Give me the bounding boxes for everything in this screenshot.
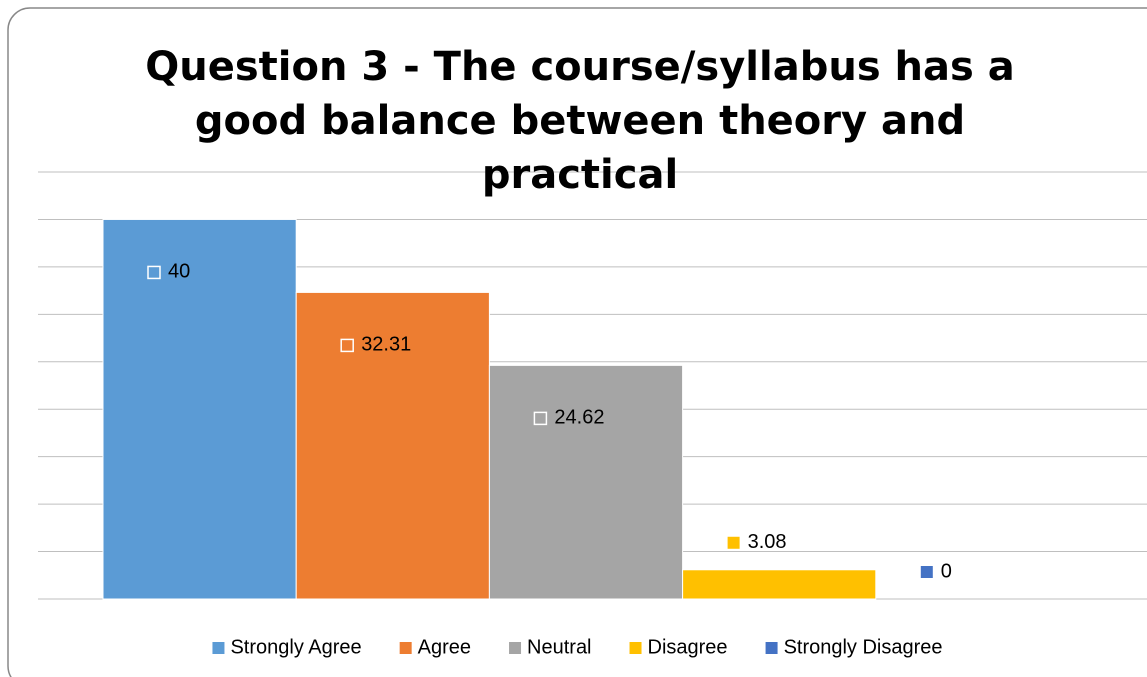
label-marker <box>920 566 933 578</box>
data-label: 40 <box>168 261 190 283</box>
legend-swatch <box>509 642 522 654</box>
legend-label: Agree <box>418 636 471 658</box>
legend-label: Neutral <box>527 636 591 658</box>
legend-swatch <box>212 642 225 654</box>
bar <box>682 569 877 600</box>
label-marker <box>147 265 161 280</box>
legend-label: Strongly Disagree <box>784 636 943 658</box>
data-label: 32.31 <box>361 334 411 356</box>
legend-swatch <box>629 642 642 654</box>
label-marker <box>727 536 740 549</box>
bar <box>295 291 490 600</box>
legend-swatch <box>399 642 412 654</box>
data-label: 3.08 <box>748 531 787 553</box>
data-label: 0 <box>941 560 952 582</box>
bar <box>102 218 297 600</box>
legend-label: Disagree <box>648 636 728 658</box>
chart-title: Question 3 - The course/syllabus has a g… <box>145 44 1015 198</box>
legend-label: Strongly Agree <box>230 636 361 658</box>
data-label: 24.62 <box>554 407 604 429</box>
label-marker <box>340 338 354 353</box>
legend-swatch <box>765 642 778 654</box>
bar <box>488 364 684 600</box>
label-marker <box>533 411 548 426</box>
